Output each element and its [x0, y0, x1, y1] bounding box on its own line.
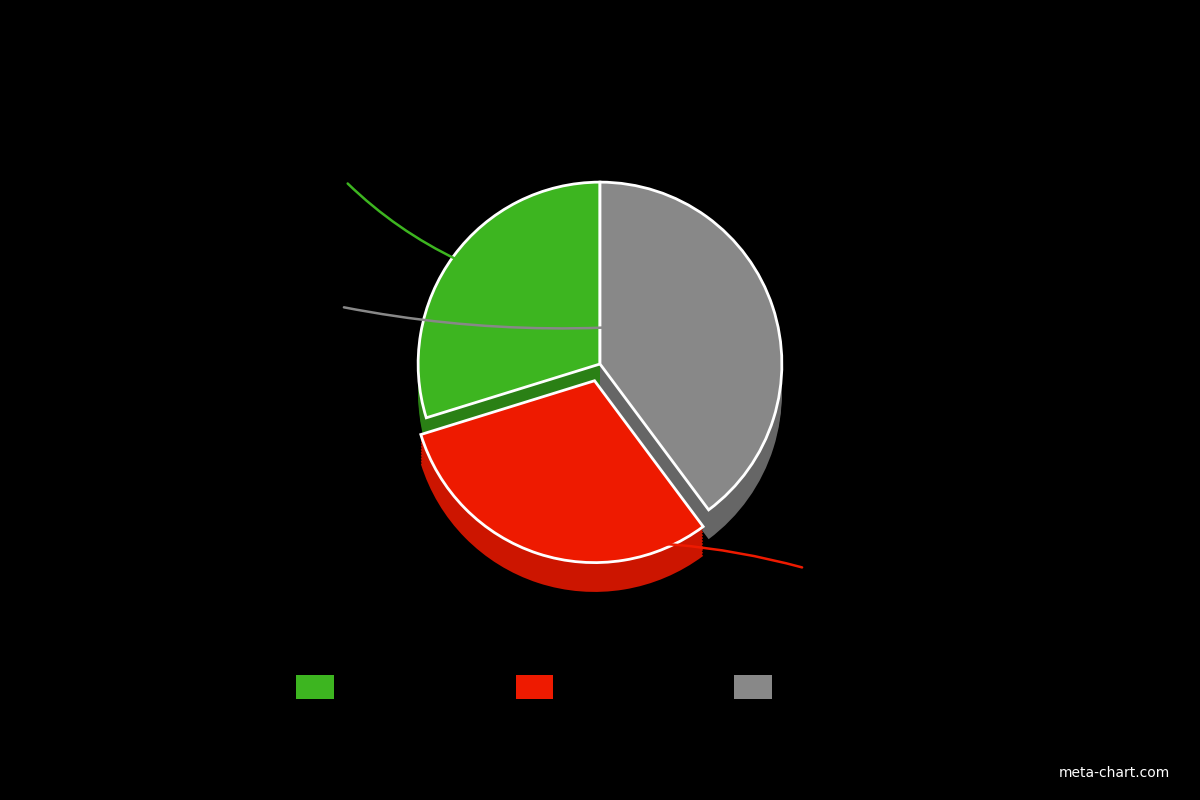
Wedge shape: [418, 200, 600, 435]
Wedge shape: [421, 404, 703, 586]
Wedge shape: [600, 194, 782, 522]
Wedge shape: [418, 209, 600, 444]
Wedge shape: [418, 191, 600, 426]
Wedge shape: [600, 197, 782, 525]
Text: 97: 97: [544, 542, 850, 590]
Wedge shape: [418, 202, 600, 438]
Wedge shape: [600, 182, 782, 510]
Wedge shape: [418, 182, 600, 418]
Text: 127: 127: [275, 285, 756, 329]
Wedge shape: [418, 211, 600, 447]
Wedge shape: [600, 206, 782, 534]
Wedge shape: [421, 386, 703, 569]
Wedge shape: [421, 384, 703, 566]
Wedge shape: [421, 402, 703, 583]
Wedge shape: [421, 381, 703, 562]
Wedge shape: [421, 395, 703, 578]
Text: meta-chart.com: meta-chart.com: [1058, 766, 1170, 780]
Wedge shape: [421, 393, 703, 574]
Wedge shape: [600, 188, 782, 516]
Text: 95: 95: [307, 150, 458, 260]
Wedge shape: [600, 211, 782, 539]
Wedge shape: [600, 191, 782, 518]
Wedge shape: [421, 398, 703, 580]
Wedge shape: [421, 410, 703, 592]
Wedge shape: [418, 197, 600, 433]
Wedge shape: [421, 390, 703, 571]
Wedge shape: [600, 200, 782, 527]
Wedge shape: [421, 407, 703, 589]
Wedge shape: [418, 188, 600, 424]
Legend: NL authors, FR authors, UK authors: NL authors, FR authors, UK authors: [286, 665, 914, 710]
Wedge shape: [600, 185, 782, 513]
Wedge shape: [418, 185, 600, 421]
Wedge shape: [600, 209, 782, 536]
Wedge shape: [600, 202, 782, 530]
Wedge shape: [418, 194, 600, 430]
Wedge shape: [418, 206, 600, 442]
